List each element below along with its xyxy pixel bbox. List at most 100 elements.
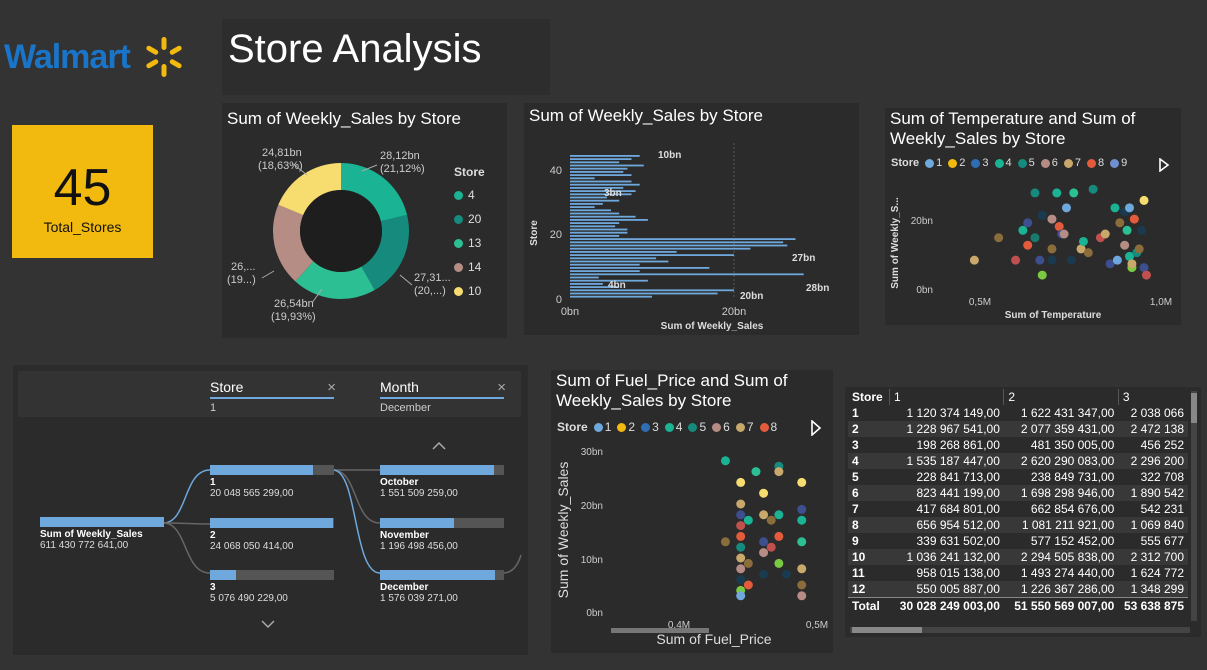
- scatter-point[interactable]: [743, 558, 753, 568]
- bar[interactable]: [570, 180, 632, 183]
- matrix-header-1[interactable]: 1: [888, 389, 1004, 405]
- bar[interactable]: [570, 158, 632, 160]
- bar[interactable]: [570, 231, 628, 234]
- bar[interactable]: [570, 228, 628, 231]
- donut-slice-20[interactable]: [361, 214, 409, 291]
- scatter-point[interactable]: [1124, 251, 1134, 261]
- bar[interactable]: [570, 155, 640, 157]
- scrollbar-x[interactable]: [611, 628, 709, 633]
- scatter-point[interactable]: [1061, 203, 1071, 213]
- scatter-point[interactable]: [1030, 233, 1040, 243]
- legend-item-3[interactable]: 3: [971, 157, 989, 169]
- scatter-point[interactable]: [797, 580, 807, 590]
- legend-item-20[interactable]: 20: [454, 207, 485, 231]
- scrollbar-x[interactable]: [850, 627, 1190, 633]
- scatter-point[interactable]: [797, 515, 807, 525]
- scatter-point[interactable]: [1139, 195, 1149, 205]
- bar[interactable]: [570, 212, 620, 215]
- bar[interactable]: [570, 183, 640, 186]
- scatter-point[interactable]: [736, 564, 746, 574]
- scatter-point[interactable]: [759, 537, 769, 547]
- bar[interactable]: [570, 244, 788, 247]
- legend-item-4[interactable]: 4: [454, 183, 485, 207]
- decomp-node-2[interactable]: 2 24 068 050 414,00: [210, 518, 334, 552]
- bar[interactable]: [570, 254, 734, 256]
- scatter-point[interactable]: [1047, 214, 1057, 224]
- scatter-point[interactable]: [1129, 214, 1139, 224]
- donut-slice-14[interactable]: [273, 204, 314, 282]
- scatter-point[interactable]: [1141, 270, 1151, 280]
- legend-item-7[interactable]: 7: [1063, 157, 1081, 169]
- scatter-point[interactable]: [774, 531, 784, 541]
- scatter-point[interactable]: [759, 548, 769, 558]
- close-icon[interactable]: ×: [327, 379, 336, 396]
- decomp-node-october[interactable]: October 1 551 509 259,00: [380, 465, 504, 499]
- bar[interactable]: [570, 222, 620, 224]
- scatter-point[interactable]: [1134, 244, 1144, 254]
- scatter-point[interactable]: [759, 510, 769, 520]
- bar[interactable]: [570, 276, 599, 279]
- bar[interactable]: [570, 241, 784, 244]
- legend-item-10[interactable]: 10: [454, 279, 485, 303]
- scatter-point[interactable]: [736, 499, 746, 509]
- scatter-point[interactable]: [1023, 218, 1033, 228]
- legend-item-3[interactable]: 3: [641, 420, 659, 434]
- scatter-point[interactable]: [1059, 229, 1069, 239]
- bar[interactable]: [570, 238, 796, 240]
- scatter-point[interactable]: [1088, 184, 1098, 194]
- scrollbar-y[interactable]: [1191, 391, 1197, 621]
- scatter-point[interactable]: [736, 521, 746, 531]
- bar[interactable]: [570, 260, 669, 263]
- bar[interactable]: [570, 190, 636, 192]
- bar[interactable]: [570, 174, 632, 176]
- scatter-point[interactable]: [1023, 240, 1033, 250]
- bar[interactable]: [570, 289, 734, 292]
- legend-item-2[interactable]: 2: [948, 157, 965, 169]
- scatter-point[interactable]: [1037, 270, 1047, 280]
- bar[interactable]: [570, 161, 620, 164]
- scatter-point[interactable]: [1120, 240, 1130, 250]
- scatter-point[interactable]: [1105, 259, 1115, 269]
- close-icon[interactable]: ×: [497, 379, 506, 396]
- donut-slice-10[interactable]: [278, 163, 341, 216]
- scatter-point[interactable]: [797, 477, 807, 487]
- bar[interactable]: [570, 209, 611, 212]
- bar[interactable]: [570, 273, 804, 276]
- legend-item-4[interactable]: 4: [664, 420, 682, 434]
- legend-item-8[interactable]: 8: [759, 420, 777, 434]
- bar[interactable]: [570, 167, 628, 170]
- bar[interactable]: [570, 270, 640, 272]
- scatter-point[interactable]: [743, 515, 753, 525]
- legend-item-1[interactable]: 1: [593, 420, 611, 434]
- bar[interactable]: [570, 251, 677, 253]
- decomp-node-1[interactable]: 1 20 048 565 299,00: [210, 465, 334, 499]
- scatter-point[interactable]: [1115, 218, 1125, 228]
- scatter-point[interactable]: [766, 515, 776, 525]
- bar[interactable]: [570, 206, 595, 208]
- legend-item-13[interactable]: 13: [454, 231, 485, 255]
- bar[interactable]: [570, 295, 652, 298]
- scatter-point[interactable]: [797, 591, 807, 601]
- scatter-point[interactable]: [736, 553, 746, 563]
- decomp-node-december[interactable]: December 1 576 039 271,00: [380, 570, 504, 604]
- legend-item-8[interactable]: 8: [1087, 157, 1104, 169]
- legend-item-9[interactable]: 9: [1110, 157, 1127, 169]
- decomp-root-node[interactable]: Sum of Weekly_Sales 611 430 772 641,00: [40, 517, 164, 551]
- scatter-point[interactable]: [1047, 244, 1057, 254]
- donut-slice-4[interactable]: [341, 163, 408, 222]
- scatter-point[interactable]: [1047, 255, 1057, 265]
- scatter-point[interactable]: [797, 564, 807, 574]
- scatter-point[interactable]: [751, 467, 761, 477]
- decomposition-tree-panel[interactable]: Store 1 × Month December × Sum of Weekly…: [13, 365, 528, 655]
- scatter-point[interactable]: [736, 575, 746, 585]
- scatter-point[interactable]: [736, 531, 746, 541]
- donut-chart-panel[interactable]: Sum of Weekly_Sales by Store 28,12bn (21…: [222, 103, 507, 338]
- scatter-point[interactable]: [1052, 188, 1062, 198]
- scatter-point[interactable]: [1122, 225, 1132, 235]
- matrix-header-store[interactable]: Store: [852, 390, 883, 404]
- bar[interactable]: [570, 225, 616, 228]
- scatter-point[interactable]: [774, 510, 784, 520]
- scatter-point[interactable]: [1100, 229, 1110, 239]
- legend-item-1[interactable]: 1: [925, 157, 942, 169]
- bar[interactable]: [570, 283, 603, 285]
